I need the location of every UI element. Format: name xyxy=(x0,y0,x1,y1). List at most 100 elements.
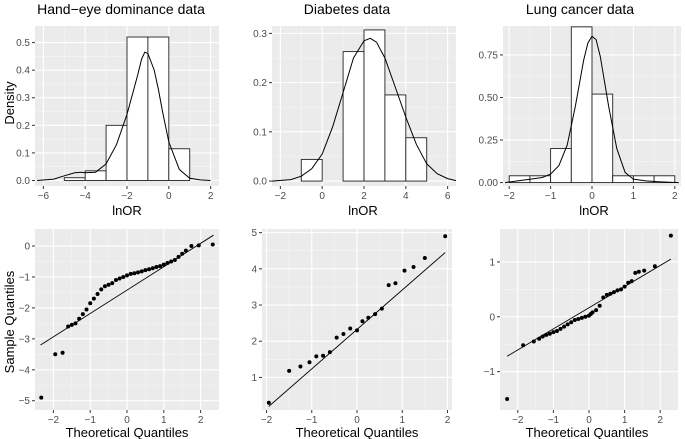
x-tick-label: 4 xyxy=(403,191,409,202)
qq-point xyxy=(521,343,526,348)
panel-diabetes-histogram: −2 0 2 4 6 0.0 0.1 0.2 0.3 xyxy=(253,26,457,202)
x-tick-label: −2 xyxy=(512,415,524,426)
qq-point xyxy=(531,339,536,344)
x-tick-label: 0 xyxy=(586,415,592,426)
qq-point xyxy=(60,350,65,355)
qq-point xyxy=(373,312,378,317)
qq-point xyxy=(626,280,631,285)
qq-point xyxy=(66,324,71,329)
y-tick-label: 0.3 xyxy=(16,93,30,104)
qq-point xyxy=(348,326,353,331)
qq-point xyxy=(99,287,104,292)
qq-point xyxy=(39,395,44,400)
density-curve xyxy=(37,51,211,181)
qq-point xyxy=(393,281,398,286)
qq-point xyxy=(633,270,638,275)
panel-hand-eye-qq: −2 −1 0 1 2 −5 −4 −3 −2 −1 0 xyxy=(19,229,219,426)
x-tick-label: −4 xyxy=(79,191,91,202)
y-tick-label: 0.1 xyxy=(253,127,267,138)
y-tick-label: 0.1 xyxy=(16,148,30,159)
qq-point xyxy=(117,276,122,281)
histogram-bar xyxy=(105,124,128,181)
y-tick-label: 0.0 xyxy=(253,177,267,188)
title-lung-cancer: Lung cancer data xyxy=(526,1,634,17)
qq-point xyxy=(176,254,181,259)
qq-point xyxy=(95,291,100,296)
qq-point xyxy=(576,316,581,321)
qq-point xyxy=(652,264,657,269)
qq-point xyxy=(642,268,647,273)
x-tick-label: 1 xyxy=(631,191,637,202)
x-tick-label: 0 xyxy=(354,415,360,426)
x-label-lung-cancer: lnOR xyxy=(579,203,609,218)
panel-lung-cancer-histogram: −2 −1 0 1 2 0.00 0.25 0.50 0.75 xyxy=(479,26,681,202)
y-tick-label: −2 xyxy=(19,303,31,314)
y-tick-label: 2 xyxy=(251,337,257,348)
qq-point xyxy=(608,291,613,296)
panel-hand-eye-histogram: −6 −4 −2 0 2 0.0 0.1 0.2 0.3 0.4 0.5 xyxy=(16,26,219,202)
qq-point xyxy=(386,283,391,288)
qq-point xyxy=(307,360,312,365)
qq-point xyxy=(143,268,148,273)
histogram-bar xyxy=(342,51,365,182)
y-tick-label: 0.2 xyxy=(16,121,30,132)
qq-point xyxy=(298,364,303,369)
qq-point xyxy=(565,322,570,327)
x-tick-label: −1 xyxy=(548,415,560,426)
qq-point xyxy=(355,328,359,333)
x-tick-label: 1 xyxy=(622,415,628,426)
qq-point xyxy=(334,335,339,340)
qq-point xyxy=(287,368,292,373)
qq-point xyxy=(583,314,588,319)
qq-point xyxy=(113,278,118,283)
qq-point xyxy=(341,331,346,336)
x-tick-label: −2 xyxy=(275,191,287,202)
y-tick-label: 0.25 xyxy=(479,136,499,147)
qq-point xyxy=(73,321,78,326)
qq-point xyxy=(125,273,129,278)
qq-point xyxy=(102,284,107,289)
qq-point xyxy=(636,269,641,274)
qq-point xyxy=(69,322,74,327)
qq-point xyxy=(91,296,96,301)
qq-point xyxy=(327,350,332,355)
x-label-hand-eye: lnOR xyxy=(112,203,142,218)
y-tick-label: 0 xyxy=(24,242,30,253)
histogram-bar xyxy=(147,36,170,181)
qq-point xyxy=(572,318,577,323)
qq-point xyxy=(668,233,673,238)
x-tick-label: 1 xyxy=(161,415,167,426)
y-label-sample-quantiles: Sample Quantiles xyxy=(2,270,17,373)
qq-point xyxy=(422,255,427,260)
panel-diabetes-qq: −2 −1 0 1 2 1 2 3 4 5 xyxy=(251,228,452,426)
x-tick-label: 2 xyxy=(657,415,663,426)
qq-point xyxy=(594,308,599,313)
qq-point xyxy=(622,284,627,289)
y-tick-label: 1 xyxy=(489,257,495,268)
qq-point xyxy=(53,352,58,357)
x-tick-label: −1 xyxy=(306,415,318,426)
qq-point xyxy=(360,319,365,324)
qq-point xyxy=(562,324,567,329)
x-tick-label: −6 xyxy=(38,191,50,202)
qq-point xyxy=(601,295,606,300)
qq-point xyxy=(84,307,89,312)
qq-point xyxy=(629,279,634,284)
qq-point xyxy=(154,265,159,270)
panel-lung-cancer-qq: −2 −1 0 1 2 −1 0 1 xyxy=(484,229,678,426)
x-tick-label: −2 xyxy=(261,415,273,426)
qq-point xyxy=(558,326,563,331)
y-tick-label: 0.50 xyxy=(479,93,499,104)
x-label-qq-diabetes: Theoretical Quantiles xyxy=(296,425,419,439)
y-tick-label: 0.0 xyxy=(16,176,30,187)
qq-point xyxy=(321,353,326,358)
histogram-bar xyxy=(591,93,614,184)
x-tick-label: 6 xyxy=(445,191,451,202)
y-tick-label: 0 xyxy=(489,312,495,323)
qq-point xyxy=(619,287,624,292)
qq-point xyxy=(379,306,384,311)
qq-point xyxy=(366,315,371,320)
qq-point xyxy=(189,244,194,249)
x-tick-label: 0 xyxy=(319,191,325,202)
